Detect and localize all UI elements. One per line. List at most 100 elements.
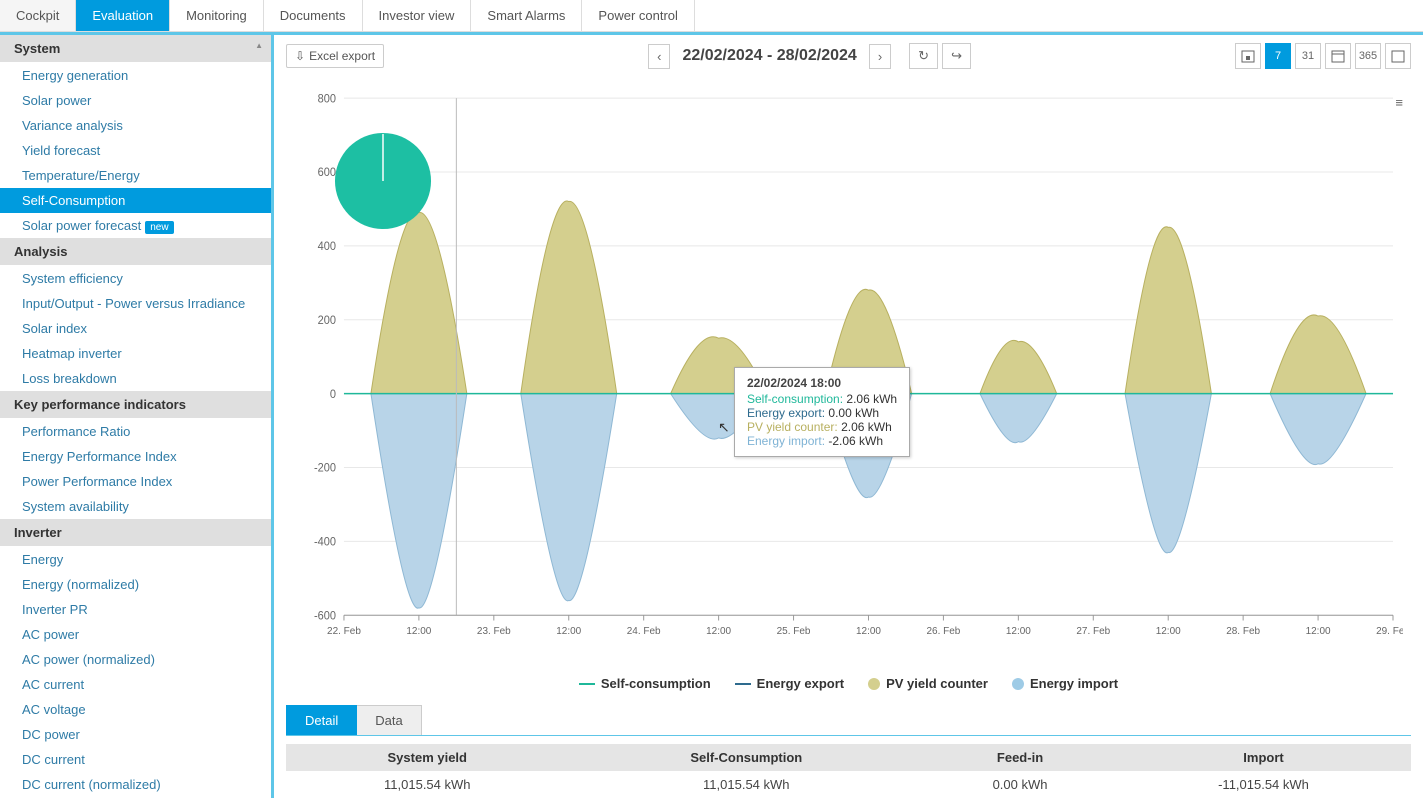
svg-text:26. Feb: 26. Feb <box>926 626 960 637</box>
chart-legend: Self-consumption Energy export PV yield co… <box>274 668 1423 705</box>
top-tab-evaluation[interactable]: Evaluation <box>76 0 170 31</box>
table-header: Self-Consumption <box>569 744 925 771</box>
top-tab-power-control[interactable]: Power control <box>582 0 694 31</box>
legend-item-self-consumption[interactable]: Self-consumption <box>579 676 711 691</box>
refresh-button[interactable]: ↻ <box>909 43 938 69</box>
sidebar-group-analysis[interactable]: Analysis <box>0 238 271 266</box>
table-cell: 11,015.54 kWh <box>569 771 925 798</box>
sidebar-item-solar-power[interactable]: Solar power <box>0 88 271 113</box>
new-badge: new <box>145 221 173 234</box>
svg-text:400: 400 <box>318 241 336 253</box>
sidebar-item-power-performance-index[interactable]: Power Performance Index <box>0 469 271 494</box>
svg-text:800: 800 <box>318 93 336 105</box>
sidebar-item-system-efficiency[interactable]: System efficiency <box>0 266 271 291</box>
sidebar-group-inverter[interactable]: Inverter <box>0 519 271 547</box>
svg-text:27. Feb: 27. Feb <box>1076 626 1110 637</box>
date-next-button[interactable]: › <box>869 44 891 69</box>
table-cell: 0.00 kWh <box>924 771 1116 798</box>
range-button-0[interactable] <box>1235 43 1261 69</box>
svg-text:200: 200 <box>318 315 336 327</box>
sidebar-item-variance-analysis[interactable]: Variance analysis <box>0 113 271 138</box>
sidebar-item-temperature-energy[interactable]: Temperature/Energy <box>0 163 271 188</box>
summary-table: System yieldSelf-ConsumptionFeed-inImpor… <box>286 744 1411 798</box>
chart-area[interactable]: 8006004002000-200-400-60022. Feb12:0023.… <box>274 77 1423 668</box>
top-tab-cockpit[interactable]: Cockpit <box>0 0 76 31</box>
svg-text:12:00: 12:00 <box>406 626 431 637</box>
range-button-1[interactable]: 7 <box>1265 43 1291 69</box>
sub-tab-data[interactable]: Data <box>357 705 421 735</box>
svg-text:12:00: 12:00 <box>856 626 881 637</box>
sidebar-item-dc-current-normalized-[interactable]: DC current (normalized) <box>0 772 271 797</box>
legend-item-energy-export[interactable]: Energy export <box>735 676 844 691</box>
svg-text:22. Feb: 22. Feb <box>327 626 361 637</box>
range-button-5[interactable] <box>1385 43 1411 69</box>
legend-label: Energy import <box>1030 676 1118 691</box>
svg-text:0: 0 <box>330 389 336 401</box>
reset-button[interactable]: ↪ <box>942 43 971 69</box>
sidebar-item-energy-generation[interactable]: Energy generation <box>0 63 271 88</box>
table-header: System yield <box>286 744 569 771</box>
range-button-3[interactable] <box>1325 43 1351 69</box>
sidebar-group-system[interactable]: System <box>0 35 271 63</box>
sidebar-item-self-consumption[interactable]: Self-Consumption <box>0 188 271 213</box>
legend-item-energy-import[interactable]: Energy import <box>1012 676 1118 691</box>
sidebar-item-ac-voltage[interactable]: AC voltage <box>0 697 271 722</box>
sidebar-item-solar-power-forecast[interactable]: Solar power forecastnew <box>0 213 271 238</box>
top-tab-monitoring[interactable]: Monitoring <box>170 0 264 31</box>
sidebar-item-system-availability[interactable]: System availability <box>0 494 271 519</box>
sub-tab-detail[interactable]: Detail <box>286 705 357 735</box>
range-button-4[interactable]: 365 <box>1355 43 1381 69</box>
range-button-2[interactable]: 31 <box>1295 43 1321 69</box>
sidebar-item-yield-forecast[interactable]: Yield forecast <box>0 138 271 163</box>
toolbar: ⇩ Excel export ‹ 22/02/2024 - 28/02/2024… <box>274 35 1423 77</box>
sidebar-item-ac-power-normalized-[interactable]: AC power (normalized) <box>0 647 271 672</box>
excel-export-label: Excel export <box>309 49 375 63</box>
svg-text:23. Feb: 23. Feb <box>477 626 511 637</box>
sidebar-item-loss-breakdown[interactable]: Loss breakdown <box>0 366 271 391</box>
svg-text:29. Feb: 29. Feb <box>1376 626 1403 637</box>
sidebar-item-energy-performance-index[interactable]: Energy Performance Index <box>0 444 271 469</box>
chart-tooltip: 22/02/2024 18:00Self-consumption: 2.06 k… <box>734 367 910 457</box>
table-cell: -11,015.54 kWh <box>1116 771 1411 798</box>
legend-swatch <box>1012 678 1024 690</box>
sidebar-item-heatmap-inverter[interactable]: Heatmap inverter <box>0 341 271 366</box>
date-range[interactable]: 22/02/2024 - 28/02/2024 <box>674 47 864 65</box>
chart-menu-icon[interactable]: ≡ <box>1395 95 1403 110</box>
sidebar-item-performance-ratio[interactable]: Performance Ratio <box>0 419 271 444</box>
sidebar-item-input-output-power-versus-irradiance[interactable]: Input/Output - Power versus Irradiance <box>0 291 271 316</box>
excel-export-button[interactable]: ⇩ Excel export <box>286 44 384 68</box>
sidebar-item-energy[interactable]: Energy <box>0 547 271 572</box>
svg-text:25. Feb: 25. Feb <box>777 626 811 637</box>
legend-label: Energy export <box>757 676 844 691</box>
svg-text:12:00: 12:00 <box>1156 626 1181 637</box>
date-prev-button[interactable]: ‹ <box>648 44 670 69</box>
top-tab-investor-view[interactable]: Investor view <box>363 0 472 31</box>
sidebar-item-dc-voltage[interactable]: DC voltage <box>0 797 271 798</box>
sidebar-item-solar-index[interactable]: Solar index <box>0 316 271 341</box>
sidebar-item-dc-current[interactable]: DC current <box>0 747 271 772</box>
svg-text:12:00: 12:00 <box>706 626 731 637</box>
sidebar-item-ac-power[interactable]: AC power <box>0 622 271 647</box>
sidebar-item-energy-normalized-[interactable]: Energy (normalized) <box>0 572 271 597</box>
legend-swatch <box>868 678 880 690</box>
top-tab-documents[interactable]: Documents <box>264 0 363 31</box>
sidebar-item-inverter-pr[interactable]: Inverter PR <box>0 597 271 622</box>
svg-text:-200: -200 <box>314 462 336 474</box>
top-tab-smart-alarms[interactable]: Smart Alarms <box>471 0 582 31</box>
svg-text:28. Feb: 28. Feb <box>1226 626 1260 637</box>
sidebar: SystemEnergy generationSolar powerVarian… <box>0 35 274 798</box>
table-cell: 11,015.54 kWh <box>286 771 569 798</box>
sidebar-item-dc-power[interactable]: DC power <box>0 722 271 747</box>
svg-text:12:00: 12:00 <box>556 626 581 637</box>
legend-label: Self-consumption <box>601 676 711 691</box>
svg-text:-400: -400 <box>314 536 336 548</box>
download-icon: ⇩ <box>295 49 305 63</box>
legend-swatch <box>735 683 751 685</box>
legend-label: PV yield counter <box>886 676 988 691</box>
svg-text:12:00: 12:00 <box>1006 626 1031 637</box>
sidebar-group-key-performance-indicators[interactable]: Key performance indicators <box>0 391 271 419</box>
svg-text:-600: -600 <box>314 610 336 622</box>
sidebar-item-ac-current[interactable]: AC current <box>0 672 271 697</box>
legend-item-pv-yield-counter[interactable]: PV yield counter <box>868 676 988 691</box>
table-header: Feed-in <box>924 744 1116 771</box>
